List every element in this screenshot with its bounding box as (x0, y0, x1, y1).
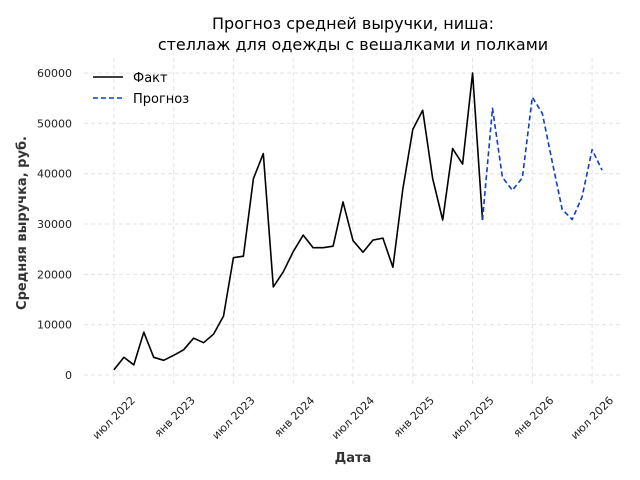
y-tick-label: 20000 (37, 268, 72, 281)
y-tick-label: 10000 (37, 319, 72, 332)
x-tick-label: июл 2026 (568, 394, 616, 442)
x-tick-label: июл 2024 (329, 394, 377, 442)
y-tick-labels: 0 10000 20000 30000 40000 50000 60000 (37, 67, 72, 382)
y-axis-label: Средняя выручка, руб. (15, 136, 30, 310)
series-line-fact (113, 72, 484, 371)
chart-title-line2: стеллаж для одежды с вешалками и полками (158, 35, 548, 54)
series-layer (113, 72, 603, 371)
x-tick-labels: июл 2022 янв 2023 июл 2023 янв 2024 июл 2024… (90, 394, 616, 442)
legend: Факт Прогноз (93, 71, 189, 107)
y-tick-label: 60000 (37, 67, 72, 80)
x-tick-label: янв 2026 (511, 394, 557, 440)
x-tick-label: янв 2024 (272, 394, 318, 440)
series-line-forecast (481, 96, 603, 221)
x-tick-label: июл 2022 (90, 394, 138, 442)
y-tick-label: 0 (65, 369, 72, 382)
legend-label-forecast: Прогноз (133, 92, 189, 107)
x-tick-label: июл 2023 (210, 394, 258, 442)
legend-label-fact: Факт (133, 71, 168, 86)
x-tick-label: июл 2025 (449, 394, 497, 442)
y-tick-label: 50000 (37, 117, 72, 130)
x-axis-label: Дата (335, 451, 372, 466)
x-tick-label: янв 2025 (391, 394, 437, 440)
y-tick-label: 40000 (37, 168, 72, 181)
grid (84, 58, 622, 385)
chart-title-line1: Прогноз средней выручки, ниша: (212, 14, 494, 33)
y-tick-label: 30000 (37, 218, 72, 231)
x-tick-label: янв 2023 (152, 394, 198, 440)
